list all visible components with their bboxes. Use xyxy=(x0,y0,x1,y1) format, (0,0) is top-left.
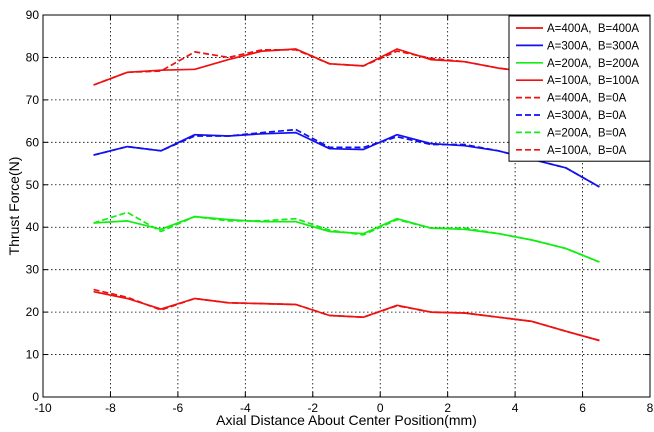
series-line-5 xyxy=(93,48,533,86)
series-line-7 xyxy=(93,211,600,263)
y-tick-label: 60 xyxy=(26,135,40,149)
x-tick-label: -8 xyxy=(105,401,116,415)
y-tick-label: 20 xyxy=(26,305,40,319)
x-tick-label: -4 xyxy=(240,401,251,415)
legend-entry: A=200A, B=200A xyxy=(547,58,639,70)
legend-entry: A=300A, B=0A xyxy=(547,110,627,122)
legend-entry: A=200A, B=0A xyxy=(547,127,627,139)
legend-entry: A=400A, B=400A xyxy=(547,23,639,35)
x-tick-label: 2 xyxy=(444,401,451,415)
y-tick-label: 30 xyxy=(26,263,40,277)
legend-entry: A=100A, B=100A xyxy=(547,75,639,87)
x-tick-label: -10 xyxy=(34,401,52,415)
legend-entry: A=100A, B=0A xyxy=(547,145,627,157)
y-tick-label: 0 xyxy=(32,390,39,404)
y-tick-label: 40 xyxy=(26,220,40,234)
legend: A=400A, B=400A A=300A, B=300A A=200A, B=20… xyxy=(508,15,651,162)
x-tick-label: -6 xyxy=(173,401,184,415)
legend-box xyxy=(508,15,651,162)
legend-entry: A=400A, B=0A xyxy=(547,93,627,105)
x-tick-label: 4 xyxy=(512,401,519,415)
grid xyxy=(43,15,650,397)
x-tick-label: 8 xyxy=(647,401,654,415)
x-axis-label: Axial Distance About Center Position(mm) xyxy=(216,412,477,428)
y-tick-label: 70 xyxy=(26,93,40,107)
x-tick-label: 6 xyxy=(579,401,586,415)
legend-entry: A=300A, B=300A xyxy=(547,40,639,52)
x-tick-label: -2 xyxy=(307,401,318,415)
plot-frame xyxy=(42,14,651,398)
y-tick-label: 10 xyxy=(26,348,40,362)
y-tick-label: 90 xyxy=(26,8,40,22)
y-tick-label: 80 xyxy=(26,50,40,64)
y-axis-label: Thrust Force(N) xyxy=(6,157,22,256)
series-line-4 xyxy=(93,290,600,342)
x-tick-label: 0 xyxy=(377,401,384,415)
y-tick-label: 50 xyxy=(26,178,40,192)
